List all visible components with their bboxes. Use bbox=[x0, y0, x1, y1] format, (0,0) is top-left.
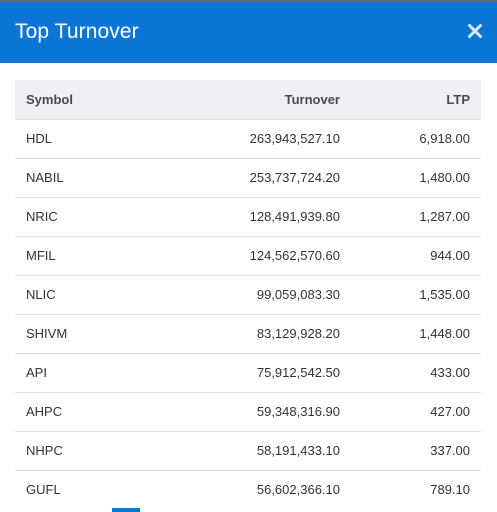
table-row[interactable]: AHPC 59,348,316.90 427.00 bbox=[15, 392, 481, 431]
cell-turnover: 128,491,939.80 bbox=[249, 209, 340, 224]
cell-ltp: 789.10 bbox=[430, 482, 470, 498]
cell-ltp: 427.00 bbox=[430, 404, 470, 419]
cell-ltp: 944.00 bbox=[430, 248, 470, 263]
cell-symbol: API bbox=[26, 365, 47, 380]
table-row[interactable]: NABIL 253,737,724.20 1,480.00 bbox=[15, 158, 481, 197]
scroll-indicator[interactable] bbox=[112, 508, 140, 512]
cell-turnover: 58,191,433.10 bbox=[256, 443, 340, 458]
table-row[interactable]: NLIC 99,059,083.30 1,535.00 bbox=[15, 275, 481, 314]
cell-symbol: NHPC bbox=[26, 443, 63, 458]
cell-symbol: NABIL bbox=[26, 170, 64, 185]
cell-turnover: 59,348,316.90 bbox=[256, 404, 340, 419]
cell-symbol: MFIL bbox=[26, 248, 56, 263]
table-row[interactable]: NRIC 128,491,939.80 1,287.00 bbox=[15, 197, 481, 236]
close-icon[interactable] bbox=[467, 23, 483, 39]
dialog-header: Top Turnover bbox=[0, 2, 497, 63]
cell-symbol: SHIVM bbox=[26, 326, 68, 341]
cell-turnover: 99,059,083.30 bbox=[256, 287, 340, 302]
top-turnover-table: Symbol Turnover LTP HDL 263,943,527.10 6… bbox=[15, 80, 481, 509]
cell-turnover: 124,562,570.60 bbox=[249, 248, 340, 263]
table-row[interactable]: NHPC 58,191,433.10 337.00 bbox=[15, 431, 481, 470]
cell-symbol: NRIC bbox=[26, 209, 58, 224]
cell-symbol: HDL bbox=[26, 131, 53, 146]
cell-ltp: 6,918.00 bbox=[419, 131, 470, 146]
table-row[interactable]: GUFL 56,602,366.10 789.10 bbox=[15, 470, 481, 509]
cell-ltp: 337.00 bbox=[430, 443, 470, 458]
cell-symbol: GUFL bbox=[26, 482, 61, 498]
table-row[interactable]: SHIVM 83,129,928.20 1,448.00 bbox=[15, 314, 481, 353]
cell-ltp: 1,448.00 bbox=[419, 326, 470, 341]
cell-turnover: 253,737,724.20 bbox=[249, 170, 340, 185]
column-header-symbol[interactable]: Symbol bbox=[26, 91, 73, 107]
table-row[interactable]: API 75,912,542.50 433.00 bbox=[15, 353, 481, 392]
dialog-title: Top Turnover bbox=[15, 19, 139, 43]
cell-symbol: NLIC bbox=[26, 287, 56, 302]
cell-ltp: 1,287.00 bbox=[419, 209, 470, 224]
column-header-turnover[interactable]: Turnover bbox=[284, 91, 340, 107]
cell-turnover: 56,602,366.10 bbox=[256, 482, 340, 498]
cell-turnover: 83,129,928.20 bbox=[256, 326, 340, 341]
cell-ltp: 1,480.00 bbox=[419, 170, 470, 185]
column-header-ltp[interactable]: LTP bbox=[446, 91, 470, 107]
cell-ltp: 433.00 bbox=[430, 365, 470, 380]
cell-turnover: 263,943,527.10 bbox=[249, 131, 340, 146]
cell-ltp: 1,535.00 bbox=[419, 287, 470, 302]
top-turnover-table-container: Symbol Turnover LTP HDL 263,943,527.10 6… bbox=[15, 80, 481, 509]
cell-turnover: 75,912,542.50 bbox=[256, 365, 340, 380]
cell-symbol: AHPC bbox=[26, 404, 63, 419]
table-row[interactable]: HDL 263,943,527.10 6,918.00 bbox=[15, 119, 481, 158]
table-row[interactable]: MFIL 124,562,570.60 944.00 bbox=[15, 236, 481, 275]
table-header-row: Symbol Turnover LTP bbox=[15, 80, 481, 119]
window-top-border bbox=[0, 0, 497, 2]
